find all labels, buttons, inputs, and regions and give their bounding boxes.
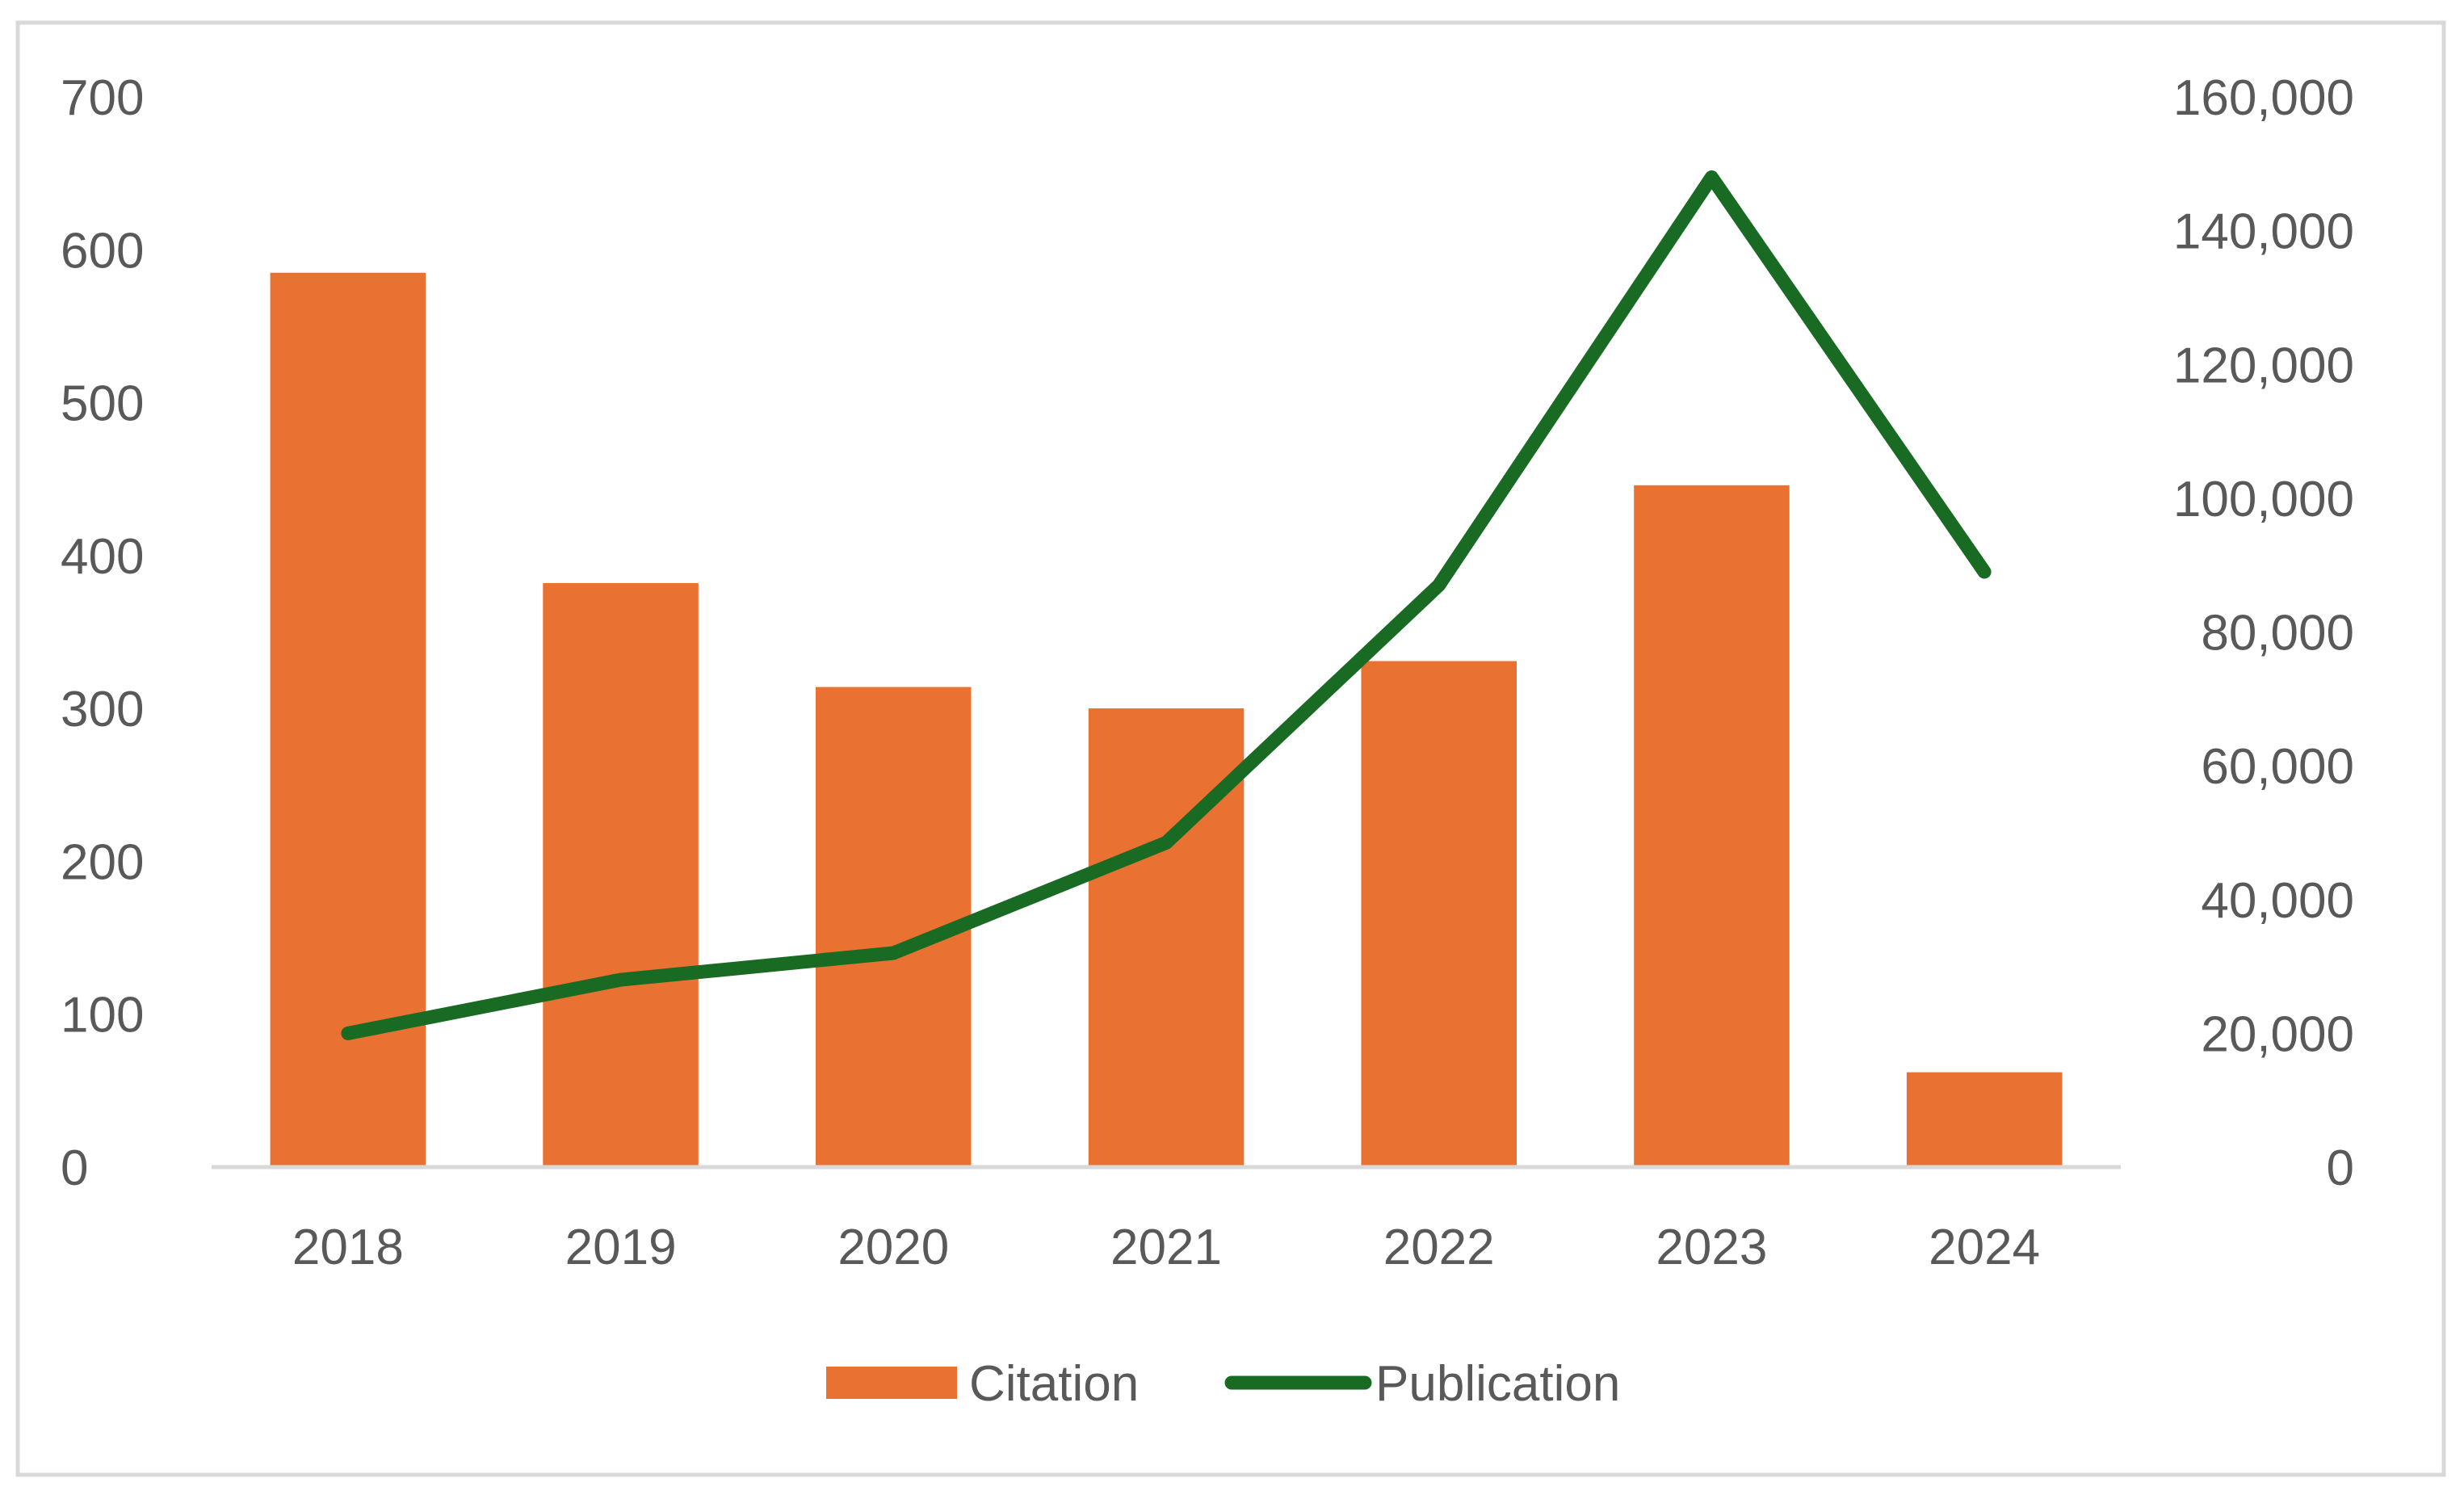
citation-bar-2023 — [1634, 485, 1790, 1167]
legend-label-publication: Publication — [1375, 1356, 1620, 1412]
right-tick-label-120000: 120,000 — [2173, 338, 2354, 393]
right-tick-label-40000: 40,000 — [2201, 873, 2354, 929]
legend-item-publication: Publication — [1224, 1356, 1620, 1412]
left-axis-ticks: 0 100 200 300 400 500 600 700 — [61, 70, 144, 1196]
legend-label-citation: Citation — [969, 1356, 1139, 1412]
left-tick-label-100: 100 — [61, 988, 144, 1044]
x-tick-label-2022: 2022 — [1383, 1220, 1495, 1275]
publication-point-2023 — [1711, 176, 1712, 178]
right-tick-label-140000: 140,000 — [2173, 204, 2354, 260]
citation-bar-2024 — [1906, 1072, 2063, 1167]
citation-bar-2021 — [1088, 708, 1245, 1167]
x-tick-label-2024: 2024 — [1929, 1220, 2040, 1275]
right-tick-label-60000: 60,000 — [2201, 739, 2354, 795]
legend-swatch-citation — [826, 1367, 957, 1399]
citation-bars — [270, 272, 2063, 1168]
left-tick-label-700: 700 — [61, 70, 144, 126]
right-axis-ticks: 0 20,000 40,000 60,000 80,000 100,000 120,000 1… — [2173, 70, 2354, 1196]
publication-point-2019 — [620, 979, 622, 981]
right-tick-label-20000: 20,000 — [2201, 1006, 2354, 1062]
publication-point-2018 — [347, 1032, 349, 1034]
left-tick-label-200: 200 — [61, 834, 144, 890]
left-tick-label-400: 400 — [61, 529, 144, 585]
x-tick-label-2019: 2019 — [565, 1220, 677, 1275]
right-tick-label-100000: 100,000 — [2173, 472, 2354, 527]
citation-bar-2022 — [1361, 661, 1517, 1167]
publication-point-2024 — [1983, 571, 1985, 573]
right-tick-label-160000: 160,000 — [2173, 70, 2354, 126]
left-tick-label-600: 600 — [61, 223, 144, 279]
x-tick-label-2023: 2023 — [1656, 1220, 1767, 1275]
publication-point-2020 — [892, 952, 894, 954]
left-tick-label-300: 300 — [61, 682, 144, 737]
right-tick-label-0: 0 — [2327, 1140, 2354, 1196]
publication-point-2022 — [1438, 585, 1440, 586]
citation-bar-2019 — [543, 582, 699, 1167]
right-tick-label-80000: 80,000 — [2201, 606, 2354, 661]
left-tick-label-0: 0 — [61, 1140, 88, 1196]
publication-line-layer — [341, 170, 1992, 1040]
legend: Citation Publication — [826, 1356, 1620, 1412]
x-tick-label-2020: 2020 — [837, 1220, 949, 1275]
x-axis-ticks: 2018 2019 2020 2021 2022 2023 2024 — [292, 1220, 2040, 1275]
publication-point-2021 — [1165, 842, 1167, 843]
x-tick-label-2021: 2021 — [1110, 1220, 1222, 1275]
legend-item-citation: Citation — [826, 1356, 1139, 1412]
x-tick-label-2018: 2018 — [292, 1220, 404, 1275]
left-tick-label-500: 500 — [61, 376, 144, 432]
